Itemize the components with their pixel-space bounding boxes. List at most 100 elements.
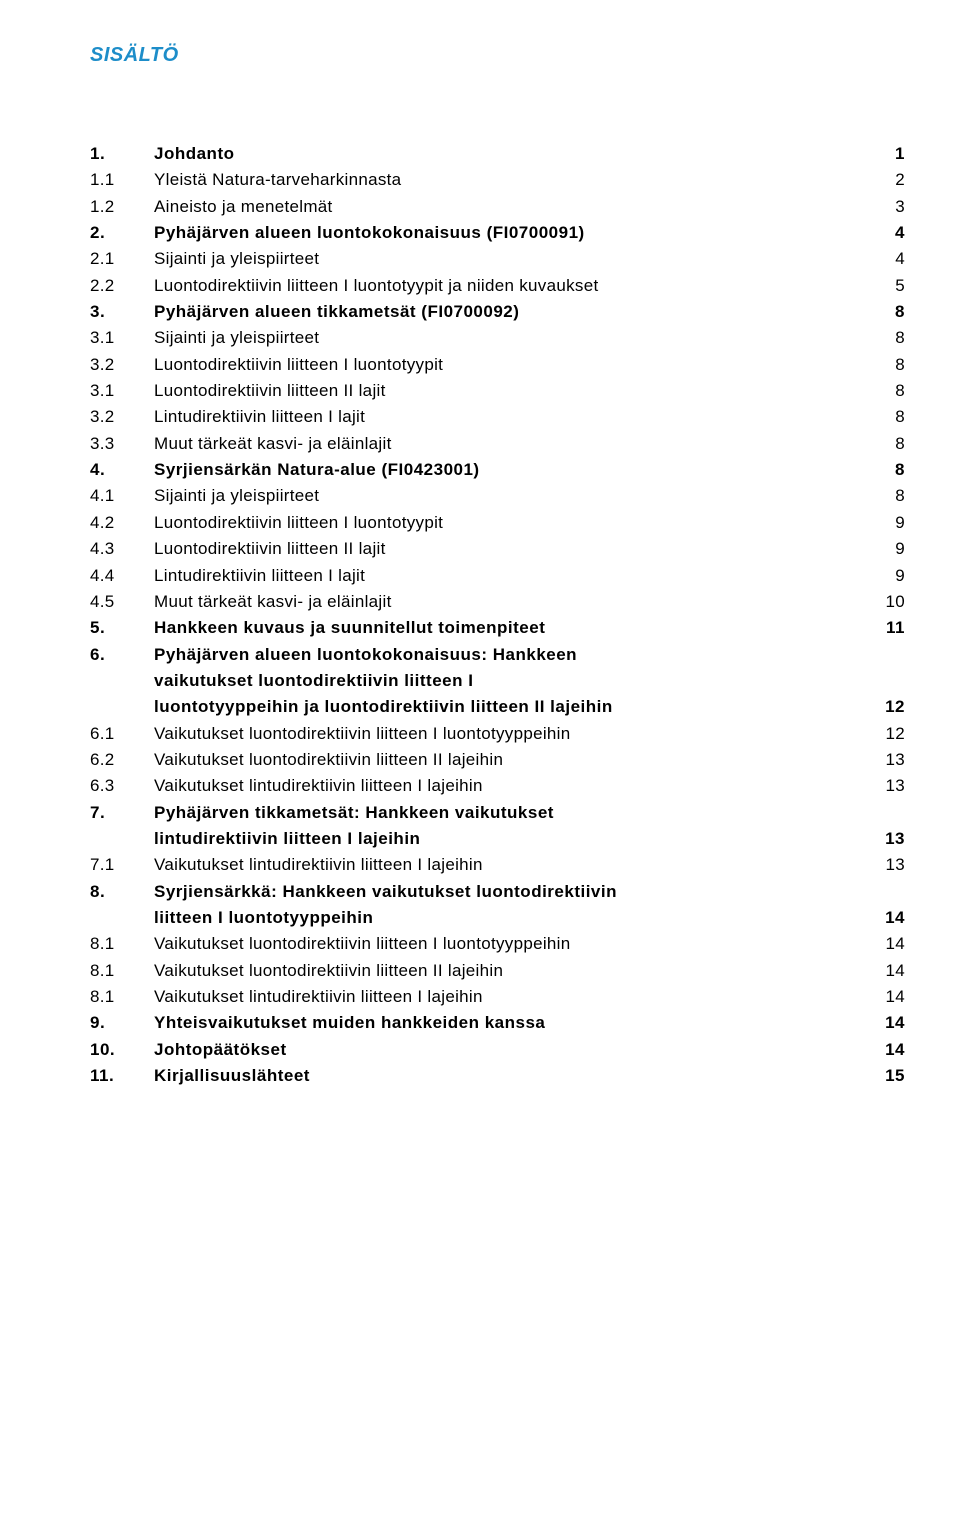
- toc-number: 4.4: [90, 563, 154, 589]
- toc-number: 6.1: [90, 721, 154, 747]
- toc-title: Luontodirektiivin liitteen I luontotyypi…: [154, 352, 871, 378]
- toc-row: 4.1Sijainti ja yleispiirteet8: [90, 483, 905, 509]
- toc-title: vaikutukset luontodirektiivin liitteen I: [154, 668, 871, 694]
- toc-row: lintudirektiivin liitteen I lajeihin13: [90, 826, 905, 852]
- toc-row: 3.1Sijainti ja yleispiirteet8: [90, 325, 905, 351]
- toc-number: 4.2: [90, 510, 154, 536]
- toc-page: 14: [871, 984, 905, 1010]
- toc-row: 9.Yhteisvaikutukset muiden hankkeiden ka…: [90, 1010, 905, 1036]
- toc-title: Vaikutukset luontodirektiivin liitteen I…: [154, 931, 871, 957]
- toc-page: 3: [871, 194, 905, 220]
- toc-title: liitteen I luontotyyppeihin: [154, 905, 871, 931]
- toc-number: 3.1: [90, 325, 154, 351]
- toc-title: Luontodirektiivin liitteen II lajit: [154, 378, 871, 404]
- toc-number: 2.2: [90, 273, 154, 299]
- toc-number: 8.: [90, 879, 154, 905]
- toc-title: Muut tärkeät kasvi- ja eläinlajit: [154, 589, 871, 615]
- toc-page: 8: [871, 483, 905, 509]
- toc-number: 4.3: [90, 536, 154, 562]
- toc-title: Aineisto ja menetelmät: [154, 194, 871, 220]
- toc-title: Vaikutukset luontodirektiivin liitteen I…: [154, 958, 871, 984]
- toc-title: Muut tärkeät kasvi- ja eläinlajit: [154, 431, 871, 457]
- toc-number: 3.3: [90, 431, 154, 457]
- toc-page: 1: [871, 141, 905, 167]
- page-heading: SISÄLTÖ: [90, 40, 905, 71]
- toc-page: 12: [871, 721, 905, 747]
- toc-row: 4.4Lintudirektiivin liitteen I lajit9: [90, 563, 905, 589]
- toc-page: 8: [871, 352, 905, 378]
- toc-title: Syrjiensärkän Natura-alue (FI0423001): [154, 457, 871, 483]
- toc-number: 1.: [90, 141, 154, 167]
- toc-page: 14: [871, 905, 905, 931]
- toc-page: 8: [871, 378, 905, 404]
- toc-row: 3.2Lintudirektiivin liitteen I lajit8: [90, 404, 905, 430]
- toc-number: 3.1: [90, 378, 154, 404]
- toc-page: 8: [871, 404, 905, 430]
- toc-title: Yhteisvaikutukset muiden hankkeiden kans…: [154, 1010, 871, 1036]
- toc-title: Sijainti ja yleispiirteet: [154, 483, 871, 509]
- toc-page: 4: [871, 246, 905, 272]
- toc-number: 6.3: [90, 773, 154, 799]
- toc-title: Vaikutukset lintudirektiivin liitteen I …: [154, 852, 871, 878]
- toc-row: 6.Pyhäjärven alueen luontokokonaisuus: H…: [90, 642, 905, 668]
- toc-title: Pyhäjärven alueen luontokokonaisuus: Han…: [154, 642, 871, 668]
- toc-title: Vaikutukset lintudirektiivin liitteen I …: [154, 773, 871, 799]
- toc-title: Johdanto: [154, 141, 871, 167]
- toc-page: 2: [871, 167, 905, 193]
- toc-page: 13: [871, 852, 905, 878]
- toc-page: 14: [871, 931, 905, 957]
- toc-number: 5.: [90, 615, 154, 641]
- toc-number: 9.: [90, 1010, 154, 1036]
- toc-page: 14: [871, 1037, 905, 1063]
- toc-title: Pyhäjärven tikkametsät: Hankkeen vaikutu…: [154, 800, 871, 826]
- toc-row: 10.Johtopäätökset14: [90, 1037, 905, 1063]
- toc-number: 8.1: [90, 931, 154, 957]
- toc-page: 10: [871, 589, 905, 615]
- toc-number: 6.: [90, 642, 154, 668]
- toc-row: 4.5Muut tärkeät kasvi- ja eläinlajit10: [90, 589, 905, 615]
- toc-page: 13: [871, 747, 905, 773]
- toc-page: 11: [871, 615, 905, 641]
- toc-page: 13: [871, 773, 905, 799]
- toc-row: 7.1Vaikutukset lintudirektiivin liitteen…: [90, 852, 905, 878]
- toc-title: Kirjallisuuslähteet: [154, 1063, 871, 1089]
- toc-row: 4.2Luontodirektiivin liitteen I luontoty…: [90, 510, 905, 536]
- toc-title: Syrjiensärkkä: Hankkeen vaikutukset luon…: [154, 879, 871, 905]
- toc-title: Johtopäätökset: [154, 1037, 871, 1063]
- toc-row: 1.Johdanto1: [90, 141, 905, 167]
- toc-page: 8: [871, 457, 905, 483]
- toc-number: 3.2: [90, 404, 154, 430]
- toc-number: 8.1: [90, 958, 154, 984]
- toc-number: 4.1: [90, 483, 154, 509]
- toc-number: 2.1: [90, 246, 154, 272]
- toc-row: 7.Pyhäjärven tikkametsät: Hankkeen vaiku…: [90, 800, 905, 826]
- toc-title: Vaikutukset luontodirektiivin liitteen I…: [154, 721, 871, 747]
- toc-number: 1.2: [90, 194, 154, 220]
- toc-title: Vaikutukset luontodirektiivin liitteen I…: [154, 747, 871, 773]
- toc-row: 8.1Vaikutukset luontodirektiivin liittee…: [90, 958, 905, 984]
- toc-row: 2.Pyhäjärven alueen luontokokonaisuus (F…: [90, 220, 905, 246]
- toc-row: 11.Kirjallisuuslähteet15: [90, 1063, 905, 1089]
- toc-title: Vaikutukset lintudirektiivin liitteen I …: [154, 984, 871, 1010]
- toc-row: 8.Syrjiensärkkä: Hankkeen vaikutukset lu…: [90, 879, 905, 905]
- toc-title: Lintudirektiivin liitteen I lajit: [154, 404, 871, 430]
- toc-number: 10.: [90, 1037, 154, 1063]
- toc-title: Hankkeen kuvaus ja suunnitellut toimenpi…: [154, 615, 871, 641]
- toc-number: 8.1: [90, 984, 154, 1010]
- toc-title: Pyhäjärven alueen luontokokonaisuus (FI0…: [154, 220, 871, 246]
- toc-row: 6.3Vaikutukset lintudirektiivin liitteen…: [90, 773, 905, 799]
- toc-row: 3.Pyhäjärven alueen tikkametsät (FI07000…: [90, 299, 905, 325]
- toc-page: 9: [871, 510, 905, 536]
- toc-title: Luontodirektiivin liitteen I luontotyypi…: [154, 273, 871, 299]
- toc-title: Luontodirektiivin liitteen I luontotyypi…: [154, 510, 871, 536]
- toc-row: 3.2Luontodirektiivin liitteen I luontoty…: [90, 352, 905, 378]
- toc-page: 14: [871, 1010, 905, 1036]
- toc-number: 4.5: [90, 589, 154, 615]
- toc-row: 4.3Luontodirektiivin liitteen II lajit9: [90, 536, 905, 562]
- toc-page: 9: [871, 536, 905, 562]
- toc-number: 4.: [90, 457, 154, 483]
- toc-row: 6.2Vaikutukset luontodirektiivin liittee…: [90, 747, 905, 773]
- toc-page: 14: [871, 958, 905, 984]
- toc-title: luontotyyppeihin ja luontodirektiivin li…: [154, 694, 871, 720]
- toc-page: 4: [871, 220, 905, 246]
